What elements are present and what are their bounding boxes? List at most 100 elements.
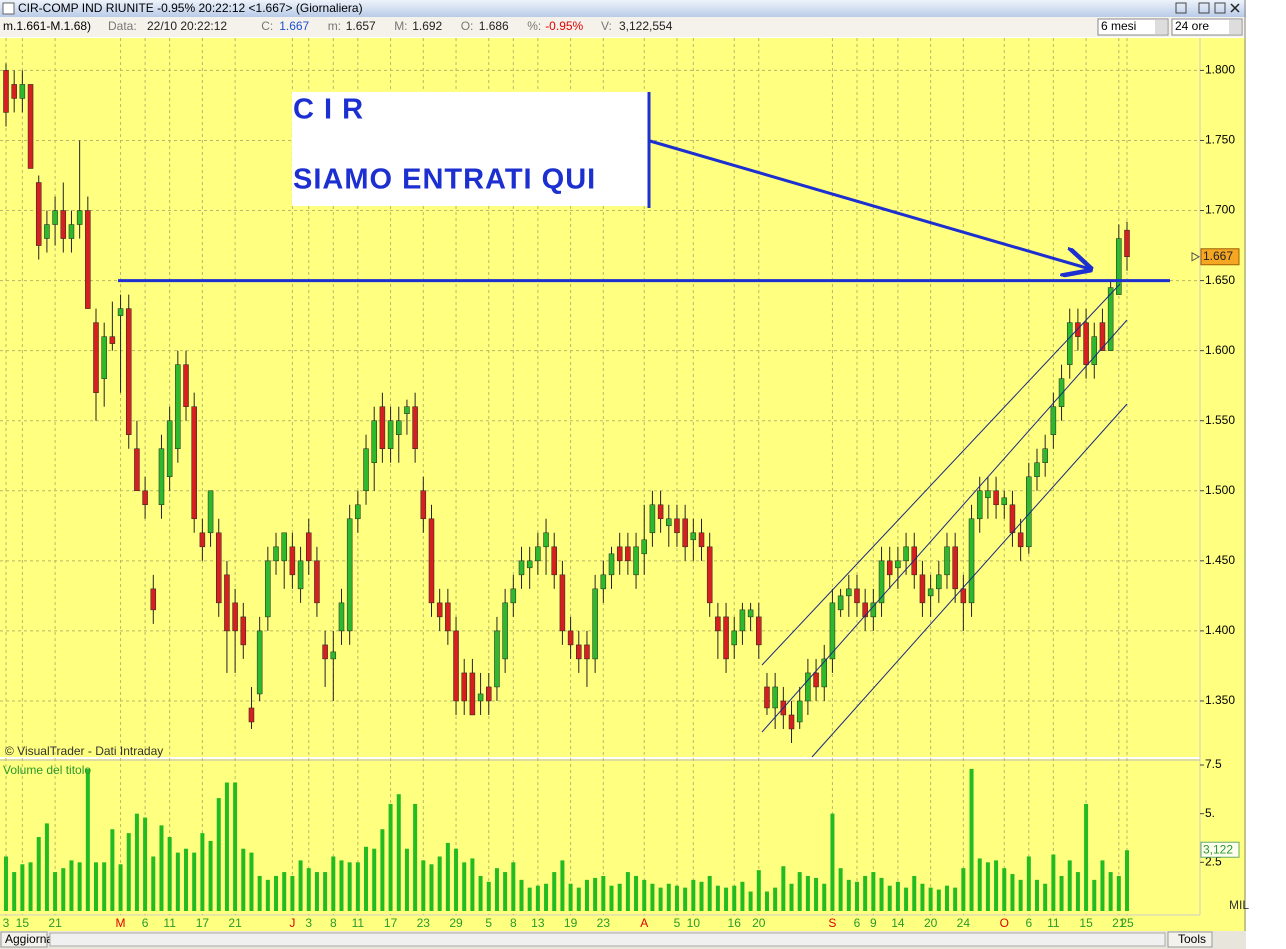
candle-body — [19, 84, 26, 99]
candle-body — [772, 686, 778, 709]
volume-bar — [61, 868, 66, 911]
info-bar — [0, 17, 1246, 37]
volume-bar — [372, 848, 377, 911]
info-value: 1.686 — [479, 19, 509, 33]
volume-bar — [1026, 856, 1031, 911]
volume-bar — [233, 782, 238, 911]
tools-text: Tools — [1178, 932, 1206, 946]
candle-body — [281, 532, 287, 562]
annotation-text: C I R — [293, 94, 364, 126]
scrollbar[interactable] — [49, 932, 1166, 947]
volume-bar — [1116, 875, 1121, 911]
candle-body — [1075, 322, 1081, 337]
x-tick-label: 17 — [196, 916, 210, 930]
volume-bar — [355, 862, 360, 911]
candle-body — [322, 644, 328, 660]
candle-body — [363, 448, 369, 492]
candle-body — [44, 224, 50, 239]
channel-line — [761, 319, 1128, 733]
info-value: 1.692 — [412, 19, 442, 33]
dropdown-arrow[interactable] — [1229, 20, 1241, 34]
candle-body — [993, 490, 999, 506]
volume-bar — [12, 872, 17, 911]
volume-bar — [977, 858, 982, 911]
volume-bar — [895, 881, 900, 911]
candle-body — [420, 490, 427, 520]
y-tick-label: 5. — [1205, 806, 1215, 820]
volume-bar — [904, 887, 909, 911]
volume-bar — [486, 881, 491, 911]
volume-bar — [650, 883, 655, 911]
x-tick-label: 23 — [417, 916, 431, 930]
volume-title: Volume del titolo — [3, 763, 91, 777]
candle-body — [756, 616, 762, 646]
x-tick-label: 10 — [687, 916, 701, 930]
tools-button[interactable] — [1167, 931, 1213, 948]
candle-body — [600, 574, 607, 590]
info-label: O: — [461, 19, 474, 33]
volume-bar — [527, 887, 532, 911]
candle-body — [1009, 504, 1016, 534]
button[interactable] — [1214, 2, 1226, 14]
candle-body — [1066, 322, 1073, 365]
candle-body — [952, 546, 958, 590]
x-tick-label: 6 — [854, 916, 861, 930]
period-select[interactable] — [1097, 18, 1169, 36]
candle-body — [109, 336, 116, 344]
y-tick-label: 1.550 — [1205, 413, 1235, 427]
info-value: 3,122,554 — [619, 19, 673, 33]
candle-body — [85, 210, 91, 309]
volume-bar — [151, 856, 156, 911]
candle-body — [232, 602, 238, 632]
volume-bar — [830, 813, 835, 911]
candle-body — [494, 630, 500, 688]
button[interactable] — [1198, 2, 1210, 14]
volume-bar — [593, 877, 598, 911]
candle-body — [608, 553, 615, 576]
volume-bar — [740, 881, 745, 911]
candle-body — [158, 448, 165, 506]
volume-bar — [838, 868, 843, 911]
button[interactable] — [1175, 2, 1187, 14]
x-tick-label: 6 — [1025, 916, 1032, 930]
candle-body — [1042, 448, 1048, 463]
x-tick-label: 29 — [449, 916, 463, 930]
candle-body — [739, 609, 746, 632]
volume-bar — [912, 875, 917, 911]
close-button[interactable] — [1230, 3, 1240, 13]
refresh-button[interactable] — [0, 931, 48, 948]
volume-bar — [1051, 854, 1056, 911]
candle-body — [371, 420, 377, 463]
volume-bar — [584, 879, 589, 911]
volume-bar — [28, 862, 33, 911]
candle-body — [1050, 406, 1057, 435]
candle-body — [731, 630, 737, 646]
volume-bar — [437, 856, 442, 911]
candle-body — [846, 588, 852, 597]
volume-bar — [658, 887, 663, 911]
last-price-pointer — [1191, 251, 1201, 262]
volume-bar — [298, 860, 303, 911]
volume-bar — [609, 885, 614, 911]
info-label: m: — [328, 19, 341, 33]
candle-body — [240, 616, 247, 646]
candle-body — [93, 322, 99, 393]
candle-body — [543, 532, 549, 548]
dropdown-arrow[interactable] — [1155, 20, 1167, 34]
volume-bar — [797, 872, 802, 911]
candle-body — [854, 588, 860, 604]
candle-body — [461, 672, 467, 702]
candle-body — [297, 560, 304, 590]
volume-bar — [1018, 879, 1023, 911]
candle-body — [1001, 497, 1008, 506]
x-tick-label: M — [116, 916, 126, 930]
volume-bar — [1002, 868, 1007, 911]
candle-body — [207, 490, 214, 534]
x-tick-label: 19 — [564, 916, 578, 930]
volume-bar — [347, 862, 352, 911]
candle-body — [674, 518, 680, 534]
y-tick-label: 1.400 — [1205, 623, 1235, 637]
interval-select[interactable] — [1171, 18, 1243, 36]
candle-body — [715, 616, 721, 632]
candle-body — [535, 546, 541, 562]
